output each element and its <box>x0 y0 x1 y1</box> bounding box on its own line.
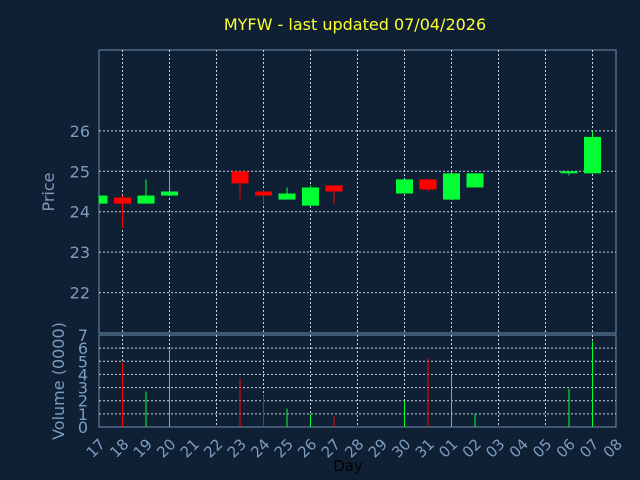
x-tick-17: 17 <box>83 435 109 461</box>
x-tick-23: 23 <box>224 435 250 461</box>
x-tick-26: 26 <box>294 435 320 461</box>
day-axis-label: Day <box>333 457 363 475</box>
candle-body-06 <box>560 171 578 174</box>
x-tick-19: 19 <box>130 435 156 461</box>
candle-body-27 <box>325 185 343 192</box>
x-tick-18: 18 <box>106 435 132 461</box>
volume-bars <box>122 341 593 427</box>
volume-tick-2: 2 <box>78 392 88 411</box>
price-tick-25: 25 <box>70 162 90 181</box>
x-tick-03: 03 <box>482 435 508 461</box>
x-tick-31: 31 <box>412 435 438 461</box>
candle-body-30 <box>396 179 413 194</box>
x-tick-04: 04 <box>506 435 532 461</box>
x-tick-30: 30 <box>388 435 414 461</box>
candles <box>98 130 601 228</box>
price-axis-label: Price <box>39 172 58 211</box>
candle-body-25 <box>278 193 296 200</box>
price-tick-24: 24 <box>70 203 90 222</box>
x-tick-20: 20 <box>153 435 179 461</box>
candle-body-07 <box>584 136 601 174</box>
x-tick-01: 01 <box>435 435 461 461</box>
x-tick-05: 05 <box>529 435 555 461</box>
x-tick-08: 08 <box>600 435 626 461</box>
volume-tick-1: 1 <box>78 405 88 424</box>
candle-body-26 <box>302 187 319 206</box>
candle-body-01 <box>443 173 460 200</box>
x-tick-22: 22 <box>200 435 226 461</box>
x-tick-02: 02 <box>459 435 485 461</box>
candle-body-31 <box>419 179 437 190</box>
volume-tick-5: 5 <box>78 352 88 371</box>
volume-grid <box>99 335 616 427</box>
x-tick-07: 07 <box>576 435 602 461</box>
x-tick-24: 24 <box>247 435 273 461</box>
candle-body-24 <box>255 191 272 196</box>
volume-tick-0: 0 <box>78 418 88 437</box>
price-tick-26: 26 <box>70 122 90 141</box>
price-tick-23: 23 <box>70 243 90 262</box>
volume-axis-label: Volume (0000) <box>49 322 68 440</box>
candle-body-20 <box>161 191 178 196</box>
price-tick-22: 22 <box>70 284 90 303</box>
candle-body-02 <box>466 173 484 188</box>
candle-body-18 <box>114 197 131 204</box>
candle-body-17 <box>99 195 108 204</box>
volume-tick-4: 4 <box>78 365 88 384</box>
volume-tick-7: 7 <box>78 326 88 345</box>
chart-title: MYFW - last updated 07/04/2026 <box>224 15 486 34</box>
price-y-ticks: 22 23 24 25 26 <box>70 122 90 303</box>
x-tick-29: 29 <box>365 435 391 461</box>
x-tick-06: 06 <box>553 435 579 461</box>
volume-tick-6: 6 <box>78 339 88 358</box>
volume-tick-3: 3 <box>78 379 88 398</box>
x-tick-25: 25 <box>271 435 297 461</box>
x-tick-21: 21 <box>177 435 203 461</box>
candle-body-23 <box>231 171 249 184</box>
candle-body-19 <box>137 195 155 204</box>
